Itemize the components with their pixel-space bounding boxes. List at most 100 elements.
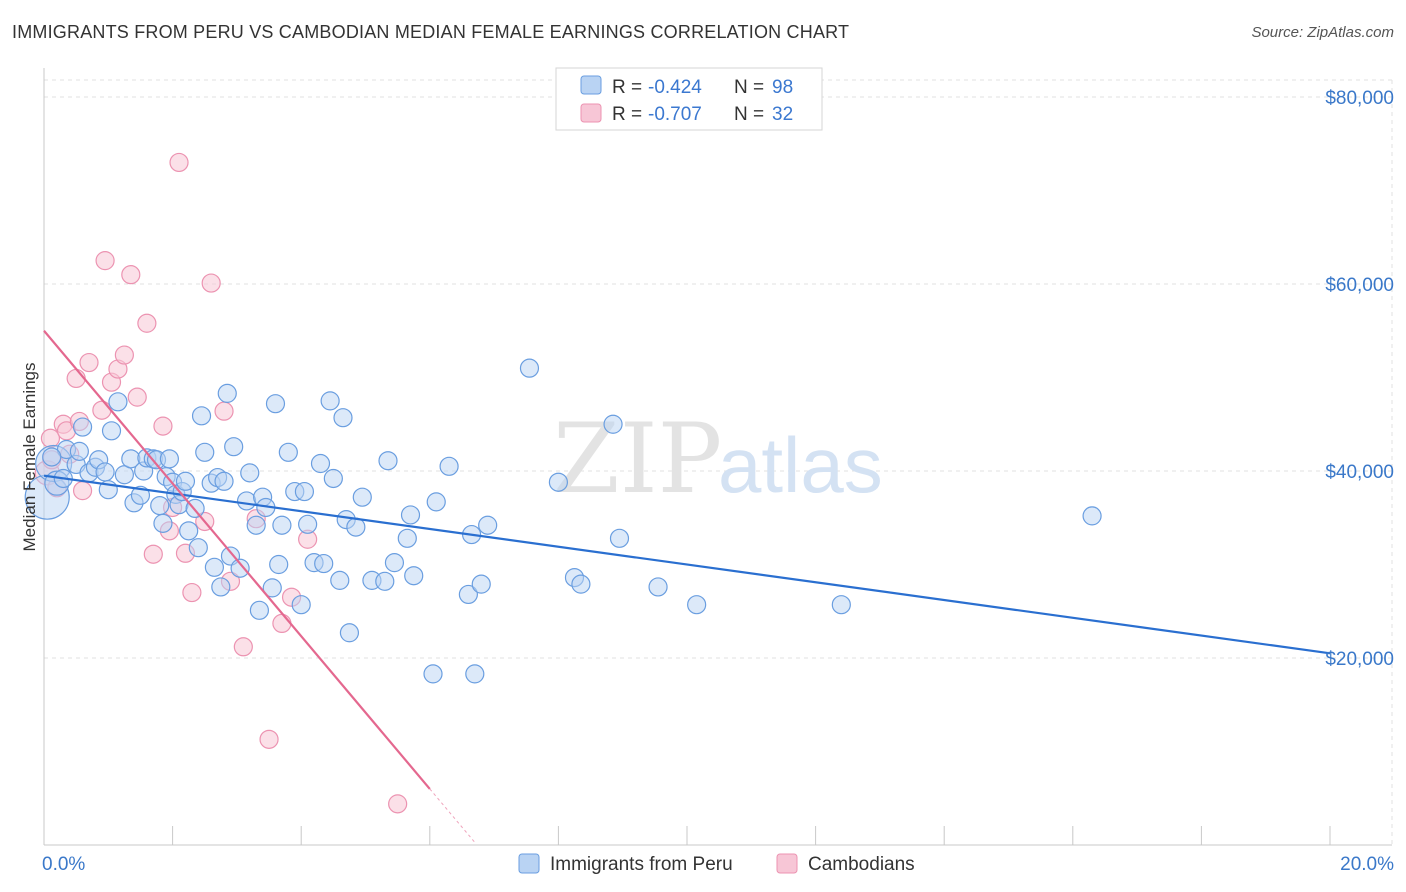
cambodians-point xyxy=(114,345,134,365)
legend-n-label: N = xyxy=(734,77,764,98)
peru-point xyxy=(214,471,234,491)
peru-point xyxy=(262,578,282,598)
y-tick-labels: $20,000 $40,000 $60,000 $80,000 xyxy=(1325,88,1394,670)
peru-point xyxy=(400,505,421,525)
cambodians-trend-line xyxy=(43,330,431,790)
cambodians-point xyxy=(92,400,112,420)
cambodians-point xyxy=(79,352,99,373)
peru-point xyxy=(272,515,292,535)
peru-point xyxy=(179,521,199,541)
peru-point xyxy=(95,462,115,482)
peru-point xyxy=(548,472,569,492)
series-legend: Immigrants from Peru Cambodians xyxy=(518,853,915,875)
peru-point xyxy=(188,538,208,558)
correlation-legend: R = -0.424 N = 98 R = -0.707 N = 32 xyxy=(555,67,823,131)
cambodians-point xyxy=(95,251,115,271)
cambodians-point xyxy=(143,544,163,564)
peru-point xyxy=(571,574,591,594)
peru-trend-line xyxy=(43,474,1331,655)
peru-point xyxy=(159,449,179,469)
peru-point xyxy=(439,456,459,476)
peru-point xyxy=(236,491,257,511)
watermark: ZIP atlas xyxy=(553,403,883,515)
cambodians-point xyxy=(153,416,173,436)
cambodians-point xyxy=(66,368,86,389)
peru-point xyxy=(519,358,540,378)
y-tick-label: $20,000 xyxy=(1325,649,1394,670)
peru-point xyxy=(603,414,623,434)
peru-point xyxy=(211,577,231,597)
legend-r-label: R = xyxy=(612,104,642,125)
cambodians-point xyxy=(201,273,221,293)
legend-r-value-cambodians: -0.707 xyxy=(648,104,702,125)
peru-point xyxy=(42,447,62,467)
chart-source: Source: ZipAtlas.com xyxy=(1251,24,1394,41)
peru-point xyxy=(195,442,215,462)
cambodians-point xyxy=(127,387,147,407)
peru-point xyxy=(465,664,485,684)
peru-point xyxy=(333,408,353,428)
peru-point xyxy=(240,463,260,483)
x-tick-label: 20.0% xyxy=(1340,854,1394,875)
peru-point xyxy=(378,451,398,471)
peru-point xyxy=(269,554,289,575)
watermark-zip: ZIP xyxy=(553,403,722,515)
peru-point xyxy=(384,553,405,573)
peru-point xyxy=(217,383,237,403)
peru-point xyxy=(404,566,424,586)
cambodians-point xyxy=(182,582,202,603)
legend-r-label: R = xyxy=(612,77,642,98)
bottom-legend-label-cambodians: Cambodians xyxy=(808,854,915,875)
peru-point xyxy=(153,513,173,533)
cambodians-point xyxy=(72,481,93,501)
bottom-legend-swatch-peru xyxy=(518,853,540,874)
peru-point xyxy=(831,595,851,615)
peru-point xyxy=(69,441,89,461)
y-tick-label: $80,000 xyxy=(1325,88,1394,109)
peru-point xyxy=(330,570,350,590)
peru-point xyxy=(458,584,478,605)
peru-points xyxy=(24,358,1102,684)
peru-point xyxy=(246,515,266,535)
cambodians-point xyxy=(214,401,234,421)
peru-point xyxy=(339,623,360,643)
peru-point xyxy=(175,471,196,491)
peru-point xyxy=(320,391,340,411)
peru-point xyxy=(191,406,212,426)
peru-point xyxy=(230,558,250,578)
peru-point xyxy=(101,421,122,441)
peru-point xyxy=(478,515,498,535)
x-tick-label: 0.0% xyxy=(42,854,85,875)
peru-point xyxy=(249,600,270,620)
legend-n-label: N = xyxy=(734,104,764,125)
peru-point xyxy=(609,528,630,548)
legend-swatch-cambodians xyxy=(580,103,602,123)
watermark-atlas: atlas xyxy=(718,421,883,509)
peru-point xyxy=(397,528,417,548)
peru-point xyxy=(72,417,93,437)
y-tick-label: $40,000 xyxy=(1325,462,1394,483)
cambodians-point xyxy=(272,613,292,634)
legend-swatch-peru xyxy=(580,75,602,95)
peru-point xyxy=(294,481,315,502)
y-tick-label: $60,000 xyxy=(1325,275,1394,296)
legend-n-value-cambodians: 32 xyxy=(772,104,793,125)
x-tick-labels: 0.0% 20.0% xyxy=(42,854,1394,875)
bottom-legend-label-peru: Immigrants from Peru xyxy=(550,854,733,875)
peru-point xyxy=(375,571,395,591)
peru-point xyxy=(423,664,443,684)
cambodians-point xyxy=(259,729,279,749)
peru-point xyxy=(291,595,311,615)
peru-point xyxy=(130,485,151,505)
cambodians-point xyxy=(169,152,189,173)
peru-point xyxy=(204,557,224,577)
peru-point xyxy=(278,442,298,462)
peru-point xyxy=(265,394,286,414)
peru-point xyxy=(471,574,491,594)
peru-point xyxy=(298,514,318,534)
peru-point xyxy=(314,553,334,574)
legend-n-value-peru: 98 xyxy=(772,77,793,98)
peru-point xyxy=(687,595,707,615)
legend-r-value-peru: -0.424 xyxy=(648,77,702,98)
